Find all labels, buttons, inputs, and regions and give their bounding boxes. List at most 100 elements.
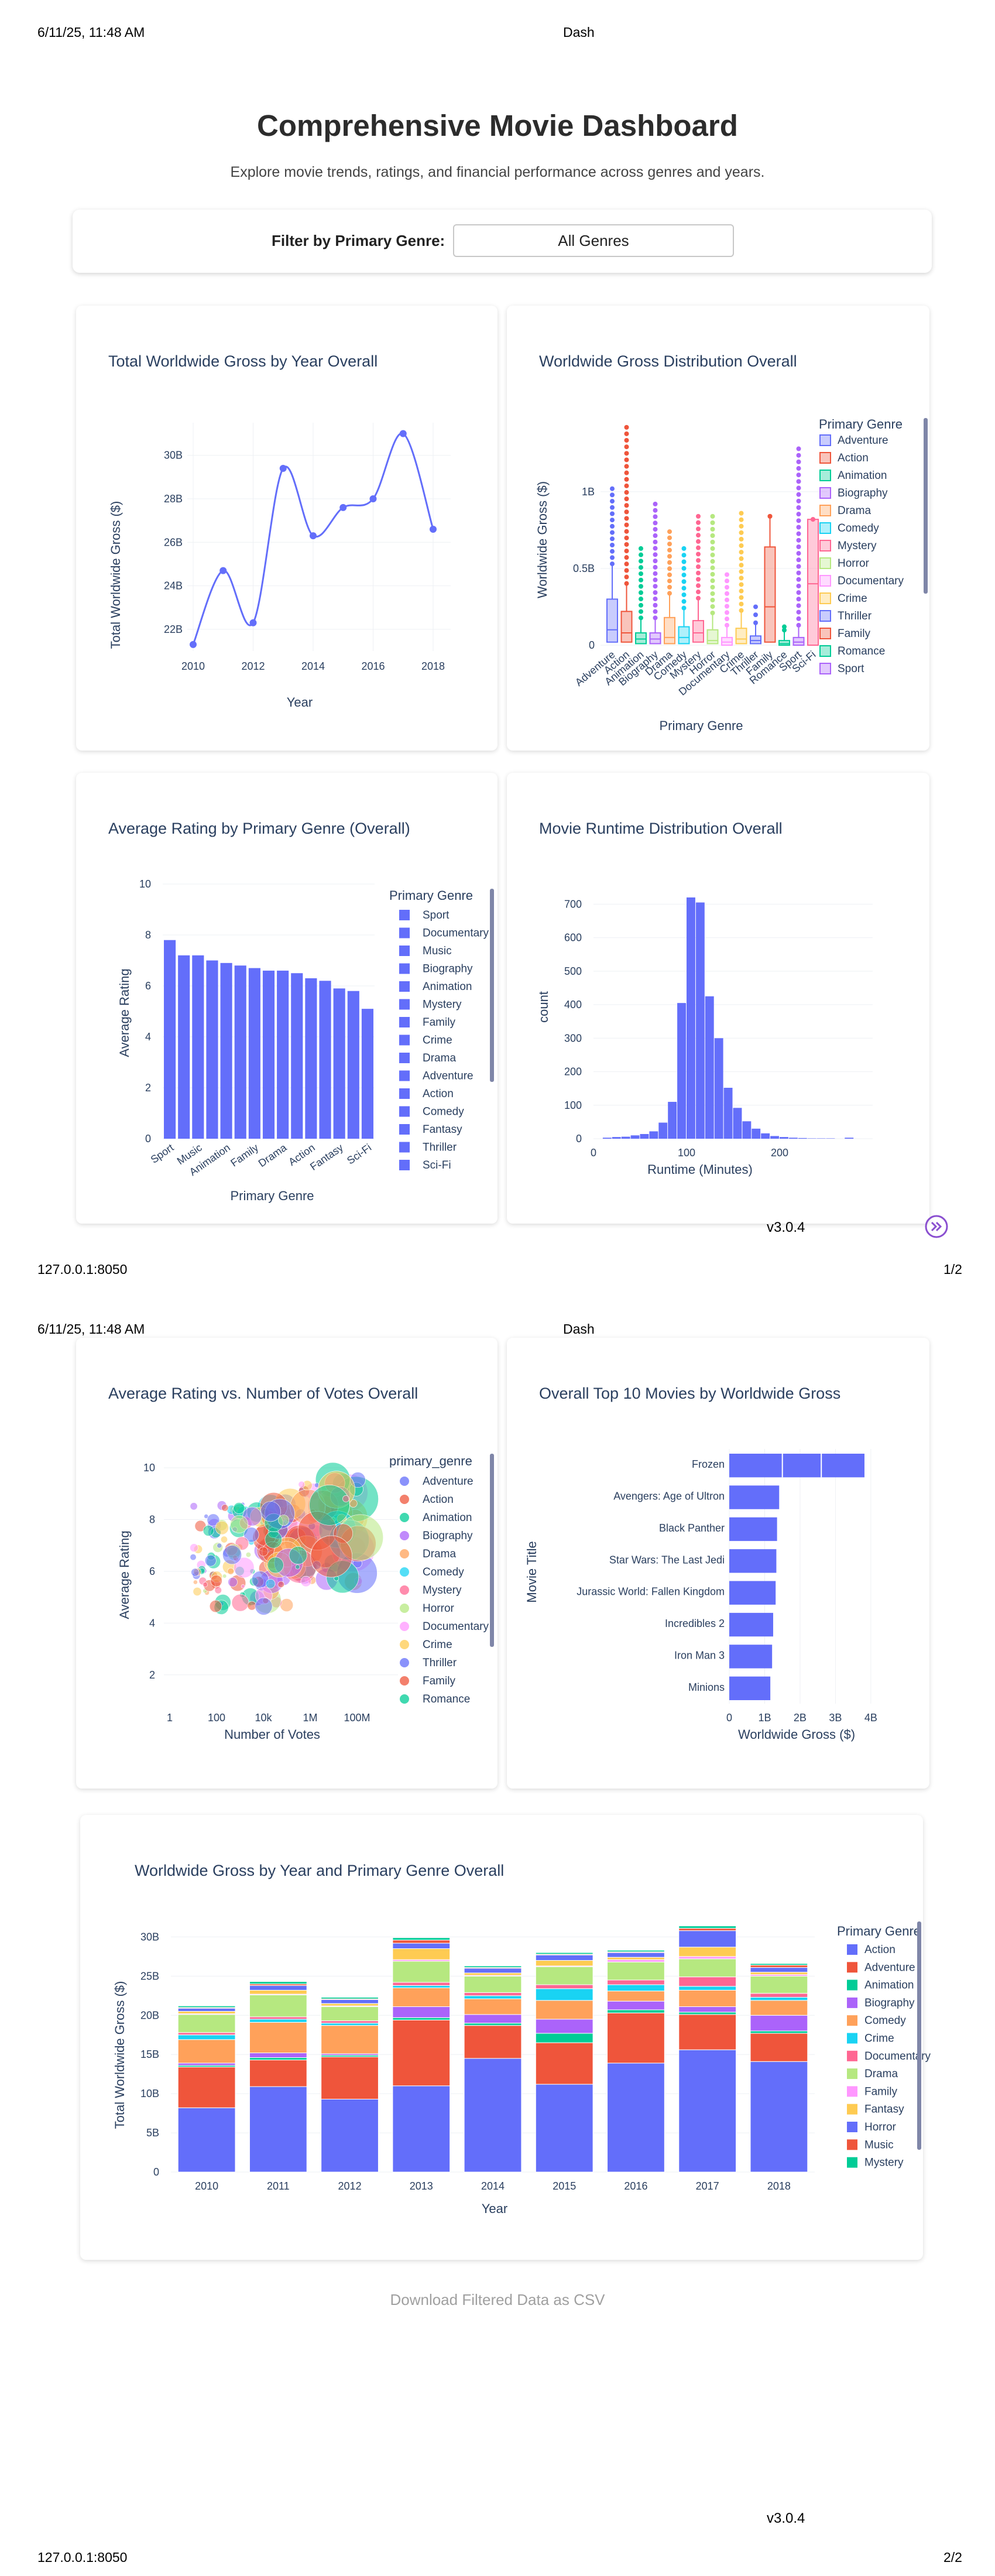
gross-by-year-chart: Total Worldwide Gross by Year Overall To…: [108, 352, 451, 710]
print-page-number: 2/2: [943, 2550, 962, 2565]
outlier-point: [667, 591, 672, 596]
stacked-bar-segment: [249, 2086, 307, 2173]
outlier-point: [739, 517, 744, 522]
legend-label: Adventure: [864, 1961, 915, 1974]
legend-swatch: [847, 2157, 857, 2168]
outlier-point: [796, 603, 801, 608]
legend-label: Comedy: [864, 2015, 906, 2027]
outlier-point: [796, 597, 801, 602]
outlier-point: [796, 590, 801, 595]
histogram-bar: [705, 996, 714, 1139]
legend-swatch: [847, 1997, 857, 2008]
stacked-bar-segment: [321, 2056, 379, 2100]
legend-swatch: [399, 1142, 410, 1153]
bar: [206, 960, 218, 1139]
runtime-chart: Movie Runtime Distribution Overall count…: [536, 820, 873, 1177]
outlier-point: [653, 577, 658, 583]
legend-swatch: [399, 946, 410, 956]
x-tick-label: 2012: [338, 2180, 362, 2192]
stacked-bar-segment: [678, 1930, 737, 1948]
outlier-point: [610, 518, 615, 523]
outlier-point: [681, 605, 687, 611]
legend-label: Thriller: [838, 610, 872, 622]
gross-distribution-chart: Worldwide Gross Distribution Overall Wor…: [535, 352, 928, 733]
outlier-point: [639, 565, 643, 570]
stacked-bar-segment: [678, 2006, 737, 2013]
stacked-bar-segment: [607, 2009, 665, 2013]
outlier-point: [796, 551, 801, 556]
outlier-point: [624, 477, 629, 482]
stacked-bar-segment: [678, 1989, 737, 2008]
stacked-bar-segment: [607, 1952, 665, 1958]
stacked-bar-segment: [177, 2063, 236, 2066]
outlier-point: [667, 547, 672, 553]
legend-swatch: [399, 1053, 410, 1063]
legend-swatch: [819, 470, 831, 481]
x-tick-label: 2017: [696, 2180, 719, 2192]
legend-swatch: [819, 505, 831, 516]
legend-swatch: [847, 2122, 857, 2132]
legend-label: Comedy: [423, 1106, 464, 1118]
stacked-bar-segment: [750, 1965, 808, 1968]
bar: [729, 1612, 773, 1637]
legend-label: Mystery: [423, 1584, 462, 1597]
stacked-bar-segment: [607, 1979, 665, 1985]
y-tick-label: 24B: [164, 580, 183, 592]
download-csv-link[interactable]: Download Filtered Data as CSV: [390, 2291, 605, 2308]
outlier-point: [796, 472, 801, 478]
bubble: [258, 1546, 269, 1557]
outlier-point: [725, 616, 729, 622]
outlier-point: [710, 610, 715, 615]
next-page-icon[interactable]: [924, 1214, 949, 1239]
outlier-point: [639, 559, 643, 564]
outlier-point: [796, 453, 801, 458]
box: [635, 632, 647, 645]
stacked-bar-segment: [392, 1985, 451, 1988]
outlier-point: [610, 561, 615, 567]
stacked-gross-chart: Worldwide Gross by Year and Primary Genr…: [112, 1862, 931, 2216]
outlier-point: [710, 539, 715, 544]
stacked-bar-segment: [321, 2003, 379, 2006]
y-tick-label: 26B: [164, 536, 183, 548]
outlier-point: [739, 563, 744, 568]
y-tick-label: 10B: [140, 2088, 159, 2099]
outlier-point: [739, 536, 744, 542]
bubble: [243, 1527, 259, 1543]
outlier-point: [681, 592, 687, 597]
box: [678, 626, 690, 645]
outlier-point: [624, 496, 629, 502]
print-title: Dash: [563, 1321, 595, 1337]
stacked-bar-segment: [392, 2085, 451, 2173]
outlier-point: [653, 520, 658, 526]
runtime-card: Movie Runtime Distribution Overall count…: [507, 773, 929, 1224]
x-tick-label: 4B: [864, 1712, 877, 1724]
genre-filter-dropdown[interactable]: All Genres: [453, 224, 734, 257]
stacked-bar-segment: [464, 1972, 522, 1976]
outlier-point: [710, 584, 715, 590]
stacked-bar-segment: [177, 2014, 236, 2033]
bar: [164, 940, 176, 1139]
outlier-point: [653, 546, 658, 551]
legend-label: Drama: [423, 1052, 456, 1064]
outlier-point: [739, 530, 744, 535]
histogram-bar: [723, 1088, 733, 1139]
legend-marker: [400, 1658, 409, 1667]
stacked-bar-segment: [177, 2067, 236, 2108]
chart-title: Total Worldwide Gross by Year Overall: [108, 352, 378, 370]
outlier-point: [739, 569, 744, 574]
outlier-point: [725, 604, 729, 609]
stacked-bar-segment: [177, 2005, 236, 2008]
y-tick-label: 4: [145, 1031, 151, 1043]
legend-label: Documentary: [864, 2050, 931, 2063]
legend-label: Biography: [864, 1997, 915, 2009]
legend-scrollbar: [917, 1921, 921, 2150]
bubble: [245, 1551, 252, 1558]
outlier-point: [653, 527, 658, 532]
stacked-bar-segment: [249, 2057, 307, 2061]
histogram-bar: [826, 1138, 835, 1139]
stacked-bar-segment: [464, 1995, 522, 1999]
outlier-point: [796, 525, 801, 530]
bubble: [265, 1531, 283, 1549]
bubble: [207, 1513, 220, 1527]
histogram-bar: [677, 1003, 686, 1139]
